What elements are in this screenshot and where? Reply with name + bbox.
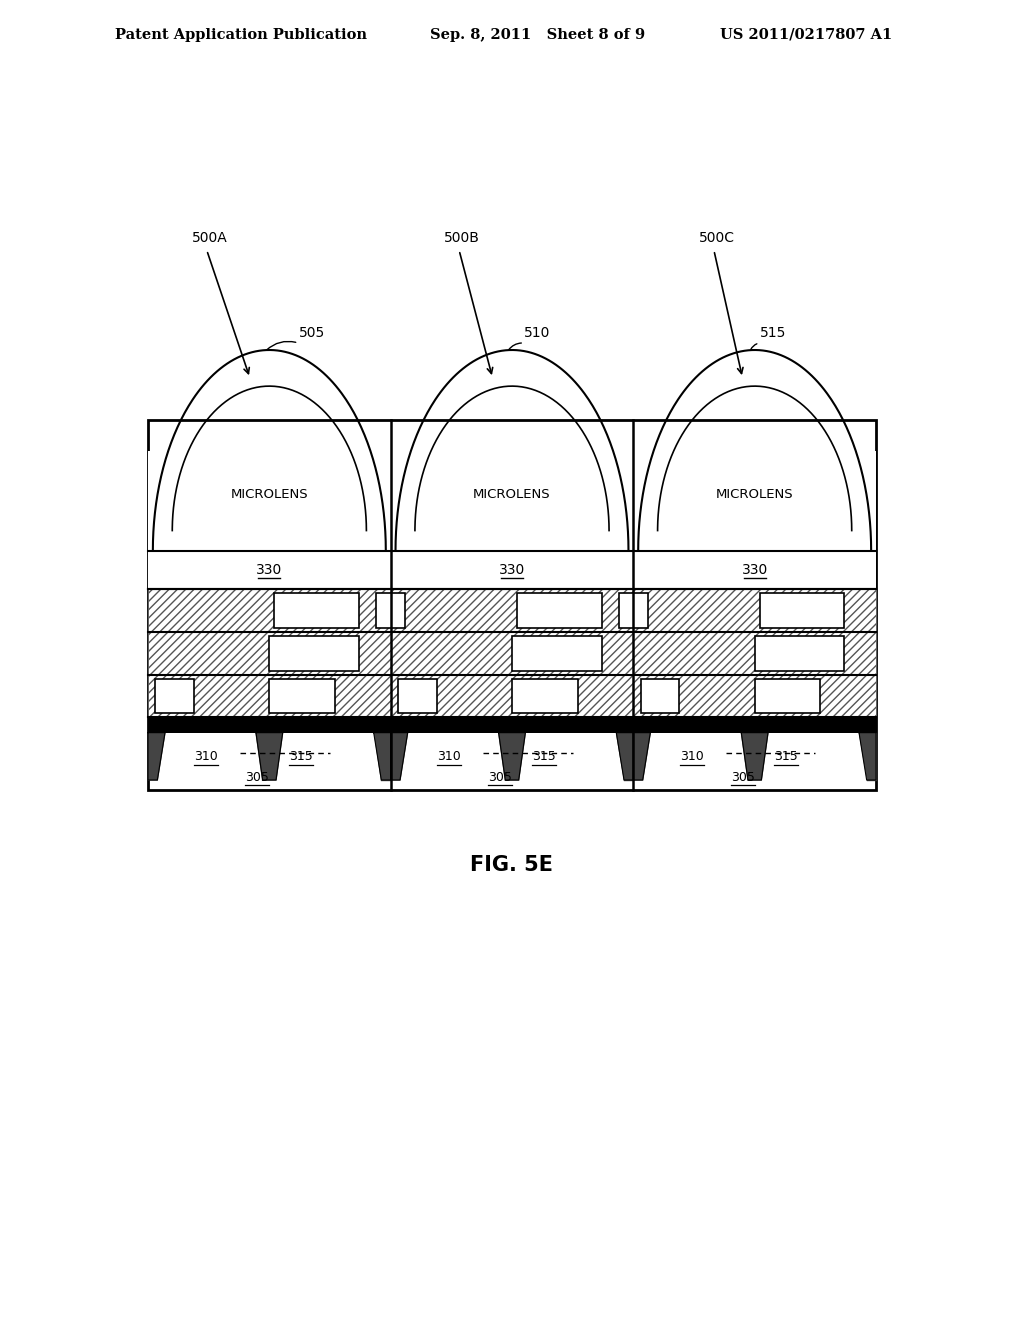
Polygon shape [374, 733, 391, 780]
Bar [391, 632, 633, 675]
Polygon shape [633, 733, 650, 780]
Bar [148, 675, 391, 717]
Bar [156, 678, 195, 713]
Polygon shape [499, 733, 525, 780]
Bar [755, 678, 820, 713]
Polygon shape [256, 733, 283, 780]
Polygon shape [616, 733, 633, 780]
Text: 310: 310 [437, 750, 461, 763]
Text: 505: 505 [298, 326, 325, 341]
Bar [148, 717, 876, 733]
Text: 305: 305 [246, 771, 269, 784]
Text: 330: 330 [741, 564, 768, 577]
Bar [755, 636, 845, 671]
Text: Sep. 8, 2011   Sheet 8 of 9: Sep. 8, 2011 Sheet 8 of 9 [430, 28, 645, 42]
Bar [641, 678, 680, 713]
Text: 315: 315 [774, 750, 798, 763]
Bar [269, 636, 359, 671]
Bar [148, 590, 391, 632]
Polygon shape [741, 733, 768, 780]
Text: 330: 330 [256, 564, 283, 577]
Bar [148, 450, 876, 550]
Text: MICROLENS: MICROLENS [230, 488, 308, 500]
Bar [391, 675, 633, 717]
Bar [274, 594, 359, 628]
Text: 310: 310 [680, 750, 703, 763]
Text: 515: 515 [760, 326, 785, 341]
Bar [391, 590, 633, 632]
Bar [148, 632, 391, 675]
Text: 500C: 500C [698, 231, 735, 246]
Bar [633, 632, 876, 675]
Bar [633, 590, 876, 632]
Polygon shape [391, 733, 408, 780]
Bar [633, 675, 876, 717]
Bar [269, 678, 335, 713]
Text: 315: 315 [289, 750, 312, 763]
Text: US 2011/0217807 A1: US 2011/0217807 A1 [720, 28, 892, 42]
Text: MICROLENS: MICROLENS [473, 488, 551, 500]
Text: 500B: 500B [444, 231, 480, 246]
Bar [618, 594, 648, 628]
Text: 305: 305 [730, 771, 755, 784]
Bar [376, 594, 406, 628]
Text: 315: 315 [531, 750, 555, 763]
Polygon shape [859, 733, 876, 780]
Text: 330: 330 [499, 564, 525, 577]
Text: 500A: 500A [191, 231, 227, 246]
Bar [148, 550, 876, 590]
Text: 305: 305 [487, 771, 512, 784]
Bar [517, 594, 602, 628]
Text: 510: 510 [524, 326, 551, 341]
Bar [148, 420, 876, 789]
Text: FIG. 5E: FIG. 5E [470, 855, 554, 875]
Text: Patent Application Publication: Patent Application Publication [115, 28, 367, 42]
Text: MICROLENS: MICROLENS [716, 488, 794, 500]
Text: 310: 310 [195, 750, 218, 763]
Bar [512, 636, 602, 671]
Polygon shape [148, 733, 165, 780]
Bar [512, 678, 578, 713]
Bar [760, 594, 845, 628]
Bar [398, 678, 437, 713]
